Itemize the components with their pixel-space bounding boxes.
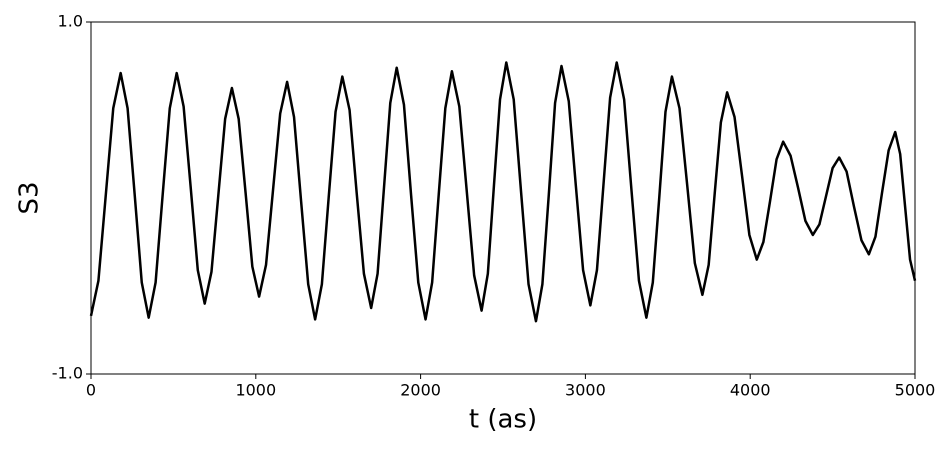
x-tick-label: 5000 — [895, 381, 936, 400]
x-tick-label: 4000 — [730, 381, 771, 400]
plot-frame — [90, 21, 916, 375]
x-tick-label: 0 — [86, 381, 96, 400]
x-tick-label: 3000 — [565, 381, 606, 400]
x-tick-label: 1000 — [235, 381, 276, 400]
x-axis-label: t (as) — [469, 405, 537, 435]
y-tick-label: 1.0 — [58, 12, 83, 31]
y-axis-label: S3 — [15, 181, 45, 214]
y-tick-label: -1.0 — [52, 364, 83, 383]
x-tick-label: 2000 — [400, 381, 441, 400]
line-series — [89, 61, 917, 323]
